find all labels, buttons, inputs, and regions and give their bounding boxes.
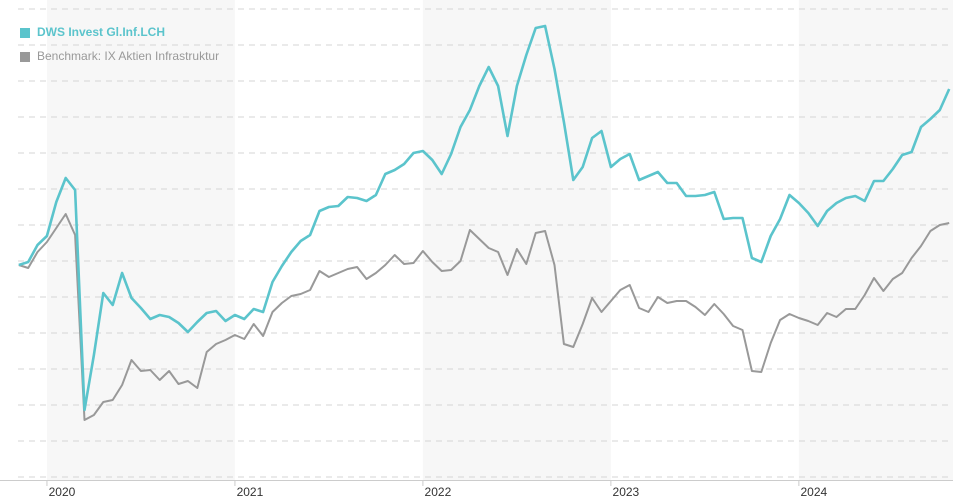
x-tick-label: 2021	[237, 485, 264, 499]
legend-swatch	[20, 28, 30, 38]
series-line	[18, 24, 951, 412]
legend-label: DWS Invest Gl.Inf.LCH	[37, 25, 165, 39]
x-axis: 2020 2021 2022 2023 2024	[0, 480, 953, 499]
lines	[18, 24, 951, 421]
x-tick-label: 2022	[425, 485, 452, 499]
year-band	[422, 0, 611, 480]
year-band	[798, 0, 953, 480]
legend-label: Benchmark: IX Aktien Infrastruktur	[37, 49, 219, 63]
x-tick-label: 2020	[49, 485, 76, 499]
x-tick-label: 2024	[801, 485, 828, 499]
legend: DWS Invest Gl.Inf.LCH Benchmark: IX Aktie…	[20, 25, 219, 63]
x-tick-label: 2023	[613, 485, 640, 499]
year-bands	[46, 0, 953, 480]
grid	[18, 8, 953, 478]
legend-swatch	[20, 52, 30, 62]
series-line	[18, 213, 950, 421]
